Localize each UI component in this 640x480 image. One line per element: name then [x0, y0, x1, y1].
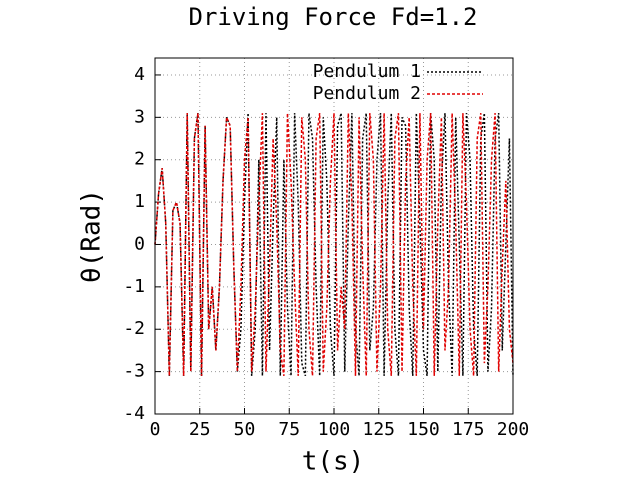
y-tick-label: 2: [134, 149, 145, 170]
x-tick-label: 0: [150, 419, 161, 440]
x-tick-label: 100: [318, 419, 351, 440]
y-axis-label: θ(Rad): [77, 189, 107, 283]
x-axis-label: t(s): [302, 447, 365, 477]
legend-label: Pendulum 1: [313, 61, 421, 82]
series-line: [154, 112, 514, 377]
x-tick-label: 75: [278, 419, 300, 440]
chart-title: Driving Force Fd=1.2: [189, 3, 478, 31]
x-tick-label: 175: [452, 419, 485, 440]
x-tick-label: 25: [189, 419, 211, 440]
y-tick-label: -4: [123, 403, 145, 424]
y-tick-label: -1: [123, 276, 145, 297]
y-tick-label: -3: [123, 361, 145, 382]
x-tick-label: 125: [362, 419, 395, 440]
legend-label: Pendulum 2: [313, 83, 421, 104]
x-tick-label: 150: [407, 419, 440, 440]
x-tick-label: 50: [234, 419, 256, 440]
y-tick-label: 1: [134, 191, 145, 212]
y-tick-label: 3: [134, 106, 145, 127]
series-line: [154, 112, 514, 376]
plot-border: [154, 57, 514, 415]
y-tick-label: 0: [134, 233, 145, 254]
y-tick-label: 4: [134, 64, 145, 85]
y-tick-label: -2: [123, 318, 145, 339]
x-tick-label: 200: [497, 419, 530, 440]
